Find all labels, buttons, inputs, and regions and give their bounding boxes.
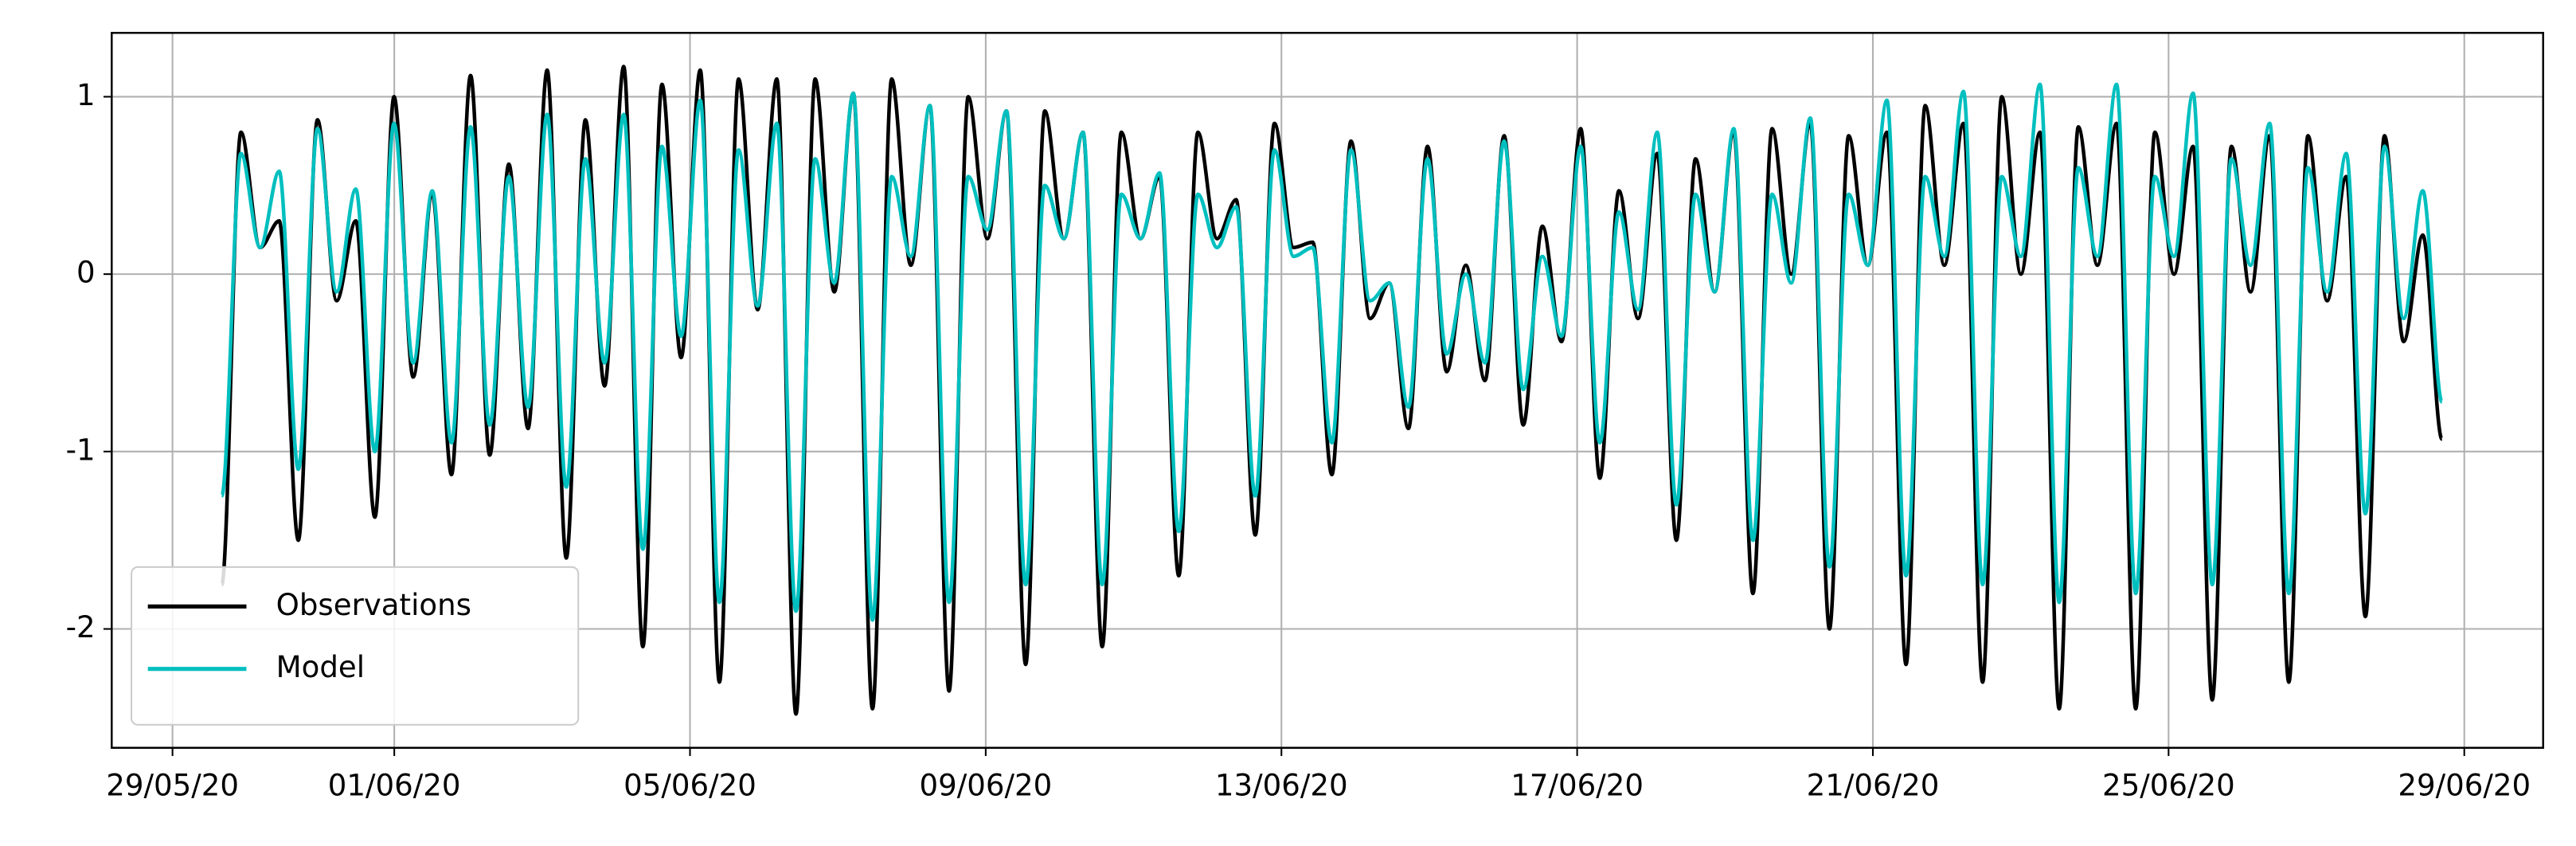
x-tick-label: 01/06/20 <box>328 769 461 803</box>
ticks: -2 -1 0 1 29/05/20 01/06/20 05/06/20 09/06/20 13… <box>66 78 2531 803</box>
x-tick-label: 29/06/20 <box>2398 769 2531 803</box>
y-tick-label: 0 <box>76 256 96 290</box>
legend: Observations Model <box>131 566 580 726</box>
x-tick-label: 29/05/20 <box>106 769 239 803</box>
x-tick-label: 09/06/20 <box>920 769 1053 803</box>
y-tick-label: -2 <box>66 610 96 644</box>
legend-label: Model <box>276 650 365 684</box>
series-line <box>220 82 2444 622</box>
y-tick-label: 1 <box>76 78 96 112</box>
x-tick-label: 21/06/20 <box>1807 769 1940 803</box>
x-tick-label: 25/06/20 <box>2102 769 2235 803</box>
plot-lines <box>220 65 2444 716</box>
legend-label: Observations <box>276 588 471 622</box>
plot-frame <box>111 32 2544 749</box>
y-tick-label: -1 <box>66 433 96 467</box>
x-tick-label: 17/06/20 <box>1511 769 1644 803</box>
x-tick-label: 13/06/20 <box>1215 769 1348 803</box>
x-tick-label: 05/06/20 <box>623 769 756 803</box>
